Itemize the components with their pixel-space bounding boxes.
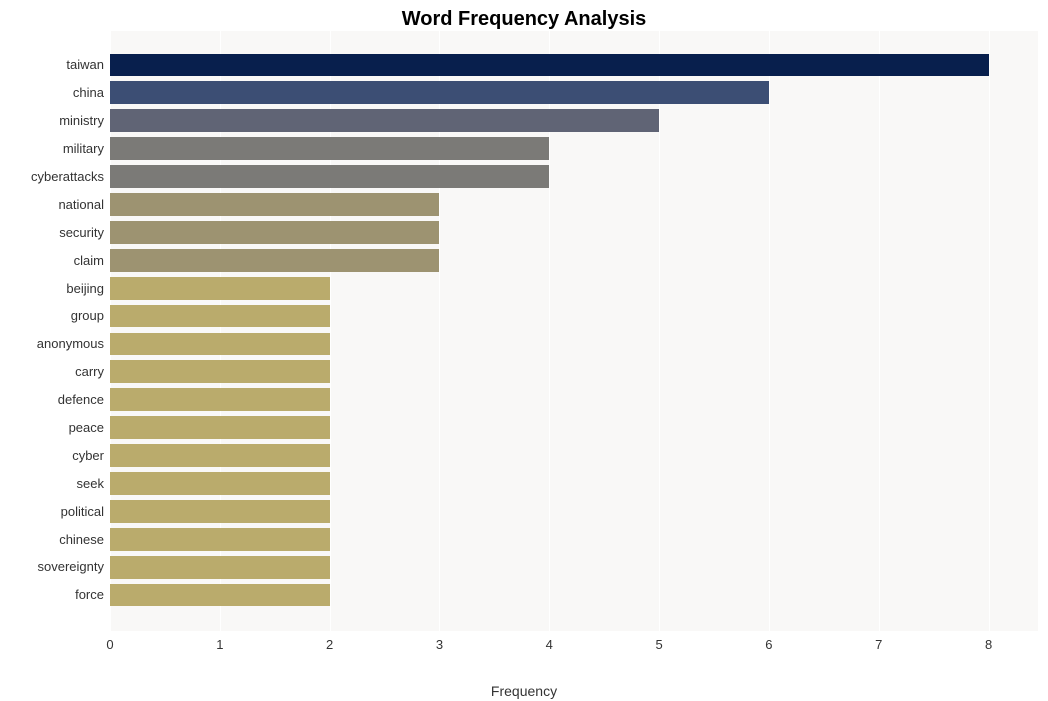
bar-slot [110,54,1038,77]
bar [110,472,330,495]
y-tick-label: security [0,218,110,246]
y-tick-label: beijing [0,274,110,302]
y-tick-label: political [0,497,110,525]
x-axis-spacer [0,631,110,655]
y-tick-label: carry [0,358,110,386]
x-tick-label: 8 [985,637,992,652]
bar [110,500,330,523]
bar-slot [110,81,1038,104]
bar [110,528,330,551]
bar-slot [110,388,1038,411]
y-tick-label: force [0,581,110,609]
x-tick-label: 5 [655,637,662,652]
bar [110,193,439,216]
bar-slot [110,584,1038,607]
word-frequency-chart: Word Frequency Analysis taiwanchinaminis… [0,0,1048,701]
y-tick-label: national [0,190,110,218]
y-tick-label: group [0,302,110,330]
y-tick-label: ministry [0,107,110,135]
y-tick-label: cyber [0,441,110,469]
bar-slot [110,444,1038,467]
plot-row: taiwanchinaministrymilitarycyberattacksn… [0,31,1048,631]
bar-slot [110,360,1038,383]
bar-slot [110,333,1038,356]
bar-slot [110,556,1038,579]
bar-slot [110,109,1038,132]
x-tick-label: 2 [326,637,333,652]
y-tick-label: defence [0,386,110,414]
y-tick-label: chinese [0,525,110,553]
bar-slot [110,137,1038,160]
bar [110,305,330,328]
bar-slot [110,528,1038,551]
x-axis: 012345678 [110,631,1038,655]
chart-title: Word Frequency Analysis [0,8,1048,31]
x-axis-row: 0 1 2 3 4 5 6 7 8 [0,631,1048,655]
bar-slot [110,277,1038,300]
x-tick-label: 6 [765,637,772,652]
y-tick-label: china [0,79,110,107]
y-tick-label: cyberattacks [0,163,110,191]
y-tick-label: peace [0,414,110,442]
bar [110,137,549,160]
bar [110,584,330,607]
x-tick-label: 4 [546,637,553,652]
x-axis-label: Frequency [0,683,1048,699]
x-tick-label: 0 [106,637,113,652]
bar-slot [110,472,1038,495]
bar [110,81,769,104]
bar-slot [110,416,1038,439]
bar [110,360,330,383]
y-tick-label: sovereignty [0,553,110,581]
x-tick-label: 3 [436,637,443,652]
y-axis-labels: taiwanchinaministrymilitarycyberattacksn… [0,31,110,631]
bar [110,333,330,356]
bar [110,416,330,439]
bar [110,109,659,132]
bar [110,388,330,411]
y-tick-label: anonymous [0,330,110,358]
bar [110,556,330,579]
bar [110,444,330,467]
bar [110,277,330,300]
bar [110,165,549,188]
bar-slot [110,221,1038,244]
x-tick-label: 1 [216,637,223,652]
bar-slot [110,249,1038,272]
bar-slot [110,500,1038,523]
x-tick-label: 7 [875,637,882,652]
plot-area [110,31,1038,631]
y-tick-label: taiwan [0,51,110,79]
bar-slot [110,193,1038,216]
y-tick-label: military [0,135,110,163]
y-tick-label: claim [0,246,110,274]
bar-slot [110,165,1038,188]
bar [110,54,989,77]
bar [110,221,439,244]
bar [110,249,439,272]
bars-layer [110,31,1038,631]
y-tick-label: seek [0,469,110,497]
bar-slot [110,305,1038,328]
